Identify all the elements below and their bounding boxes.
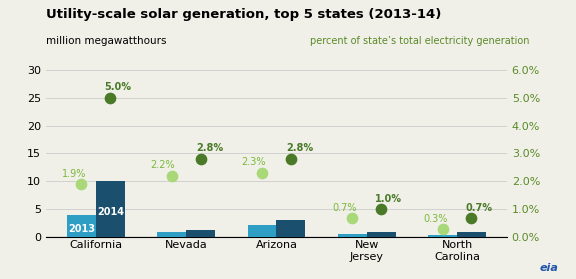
Text: Utility-scale solar generation, top 5 states (2013-14): Utility-scale solar generation, top 5 st… <box>46 8 441 21</box>
Bar <box>367 232 396 237</box>
Bar <box>157 232 186 237</box>
Bar <box>276 220 305 237</box>
Point <box>377 207 386 211</box>
Text: 2.8%: 2.8% <box>196 143 223 153</box>
Text: 0.7%: 0.7% <box>465 203 492 213</box>
Bar <box>67 215 96 237</box>
Text: 2.3%: 2.3% <box>241 157 266 167</box>
Point <box>257 171 267 175</box>
Point <box>196 157 205 161</box>
Point <box>286 157 295 161</box>
Text: 1.9%: 1.9% <box>62 169 86 179</box>
Point <box>467 215 476 220</box>
Text: 2013: 2013 <box>68 224 95 234</box>
Text: 0.7%: 0.7% <box>333 203 357 213</box>
Text: 1.0%: 1.0% <box>375 194 402 204</box>
Text: 5.0%: 5.0% <box>104 82 131 92</box>
Text: 2014: 2014 <box>97 207 124 217</box>
Text: eia: eia <box>540 263 559 273</box>
Point <box>106 95 115 100</box>
Text: 2.2%: 2.2% <box>150 160 175 170</box>
Bar <box>428 235 457 237</box>
Point <box>77 182 86 186</box>
Bar <box>457 232 486 237</box>
Text: 0.3%: 0.3% <box>423 214 448 224</box>
Text: percent of state’s total electricity generation: percent of state’s total electricity gen… <box>310 36 530 46</box>
Bar <box>338 234 367 237</box>
Point <box>348 215 357 220</box>
Bar <box>96 181 125 237</box>
Text: million megawatthours: million megawatthours <box>46 36 166 46</box>
Bar <box>248 225 276 237</box>
Point <box>438 227 447 231</box>
Text: 2.8%: 2.8% <box>286 143 313 153</box>
Point <box>167 174 176 178</box>
Bar <box>186 230 215 237</box>
